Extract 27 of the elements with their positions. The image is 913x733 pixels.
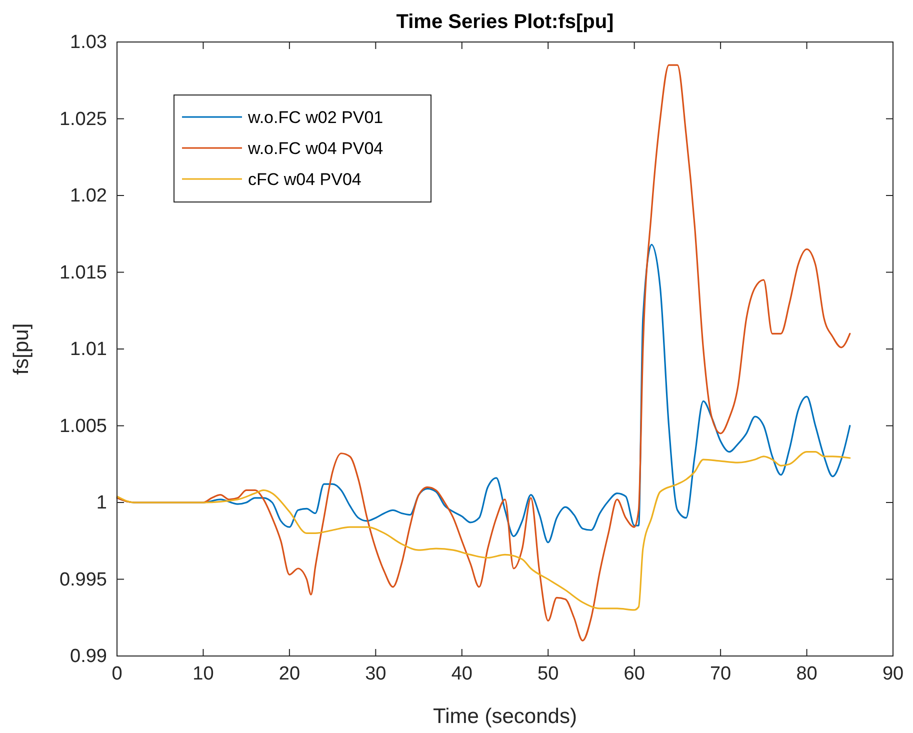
x-tick-label: 70 xyxy=(710,663,732,684)
legend-label: w.o.FC w04 PV04 xyxy=(247,139,384,158)
y-tick-label: 1.02 xyxy=(70,186,107,207)
legend-label: w.o.FC w02 PV01 xyxy=(247,108,384,127)
x-tick-label: 50 xyxy=(538,663,559,684)
y-tick-label: 0.995 xyxy=(59,569,107,590)
y-axis-title: fs[pu] xyxy=(10,323,33,375)
x-tick-label: 60 xyxy=(624,663,645,684)
y-tick-label: 1.005 xyxy=(59,416,107,437)
y-tick-label: 1.03 xyxy=(70,32,107,54)
y-tick-label: 1.015 xyxy=(59,262,107,284)
legend-label: cFC w04 PV04 xyxy=(248,170,362,189)
y-tick-label: 0.99 xyxy=(70,646,107,668)
line-series xyxy=(116,64,851,642)
y-tick-label: 1.01 xyxy=(70,339,107,360)
line-series xyxy=(116,451,851,611)
x-tick-label: 0 xyxy=(112,663,122,684)
chart-title: Time Series Plot:fs[pu] xyxy=(396,11,614,33)
y-tick-label: 1 xyxy=(96,492,107,514)
x-tick-label: 10 xyxy=(192,663,214,684)
x-tick-label: 20 xyxy=(278,663,300,684)
x-tick-label: 40 xyxy=(451,663,472,684)
y-tick-label: 1.025 xyxy=(59,108,107,130)
x-tick-label: 30 xyxy=(365,663,386,684)
x-tick-label: 80 xyxy=(796,663,818,684)
x-tick-label: 90 xyxy=(882,663,904,684)
x-axis-title: Time (seconds) xyxy=(433,705,577,728)
